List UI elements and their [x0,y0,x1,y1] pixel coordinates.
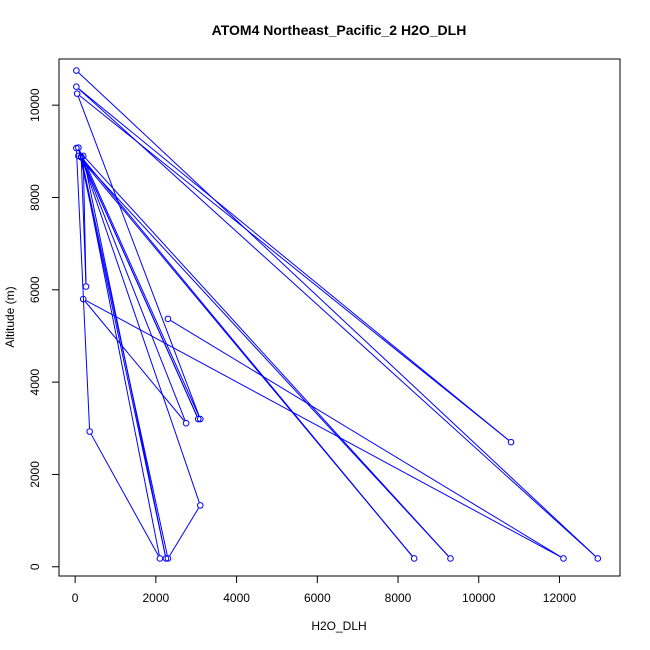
series-points [73,67,602,562]
data-point [73,83,80,90]
x-axis-label: H2O_DLH [311,619,366,633]
x-tick-label: 10000 [462,591,496,605]
data-point [164,315,172,323]
data-point [182,419,190,427]
series-segment [78,88,509,441]
series-segment [90,434,159,556]
y-tick-label: 8000 [28,184,42,211]
series-segment [79,95,509,441]
series-segment [80,160,87,284]
series-segment [170,320,562,558]
data-point [507,438,515,446]
series-segment [78,150,449,557]
series-segment [78,88,596,557]
series-segment [80,157,449,557]
data-point [447,555,454,562]
plot-frame [58,58,621,577]
series-segment [81,159,186,421]
series-segment [82,159,198,417]
data-point [73,90,81,97]
data-point [82,283,90,290]
data-point [75,152,82,160]
data-point [410,555,418,562]
series-segment [81,159,200,503]
series-segment [82,159,413,557]
data-point [73,144,80,152]
data-point [164,555,172,562]
x-tick-label: 8000 [385,591,412,605]
series-segment [81,160,168,556]
x-tick-label: 4000 [223,591,250,605]
data-point [196,415,204,423]
data-point [196,502,204,509]
series-segment [169,507,200,556]
data-point [73,67,80,74]
series-segment [79,150,200,417]
data-point [156,555,164,562]
x-tick-label: 12000 [543,591,577,605]
data-point [79,295,87,303]
y-axis: 0 2000 4000 6000 8000 10000 [28,88,60,570]
series-segment [78,72,596,557]
chart-title: ATOM4 Northeast_Pacific_2 H2O_DLH [212,22,467,38]
series-segment [77,96,200,417]
y-tick-label: 2000 [28,461,42,488]
x-tick-label: 0 [72,591,79,605]
data-point [594,555,602,562]
data-point [77,153,85,161]
y-tick-label: 4000 [28,368,42,395]
y-tick-label: 10000 [28,88,42,122]
y-axis-label: Altitude (m) [3,286,17,347]
series-segment [81,159,160,556]
x-tick-label: 2000 [143,591,170,605]
series-lines [76,72,596,558]
series-segment [76,151,91,429]
series-segment [84,301,185,422]
series-segment [85,300,561,558]
x-tick-label: 6000 [304,591,331,605]
data-point [86,428,93,435]
x-axis: 0 2000 4000 6000 8000 10000 12000 [72,575,577,605]
data-point [194,415,202,423]
y-tick-label: 6000 [28,276,42,303]
data-point [560,555,567,562]
y-tick-label: 0 [28,563,42,570]
